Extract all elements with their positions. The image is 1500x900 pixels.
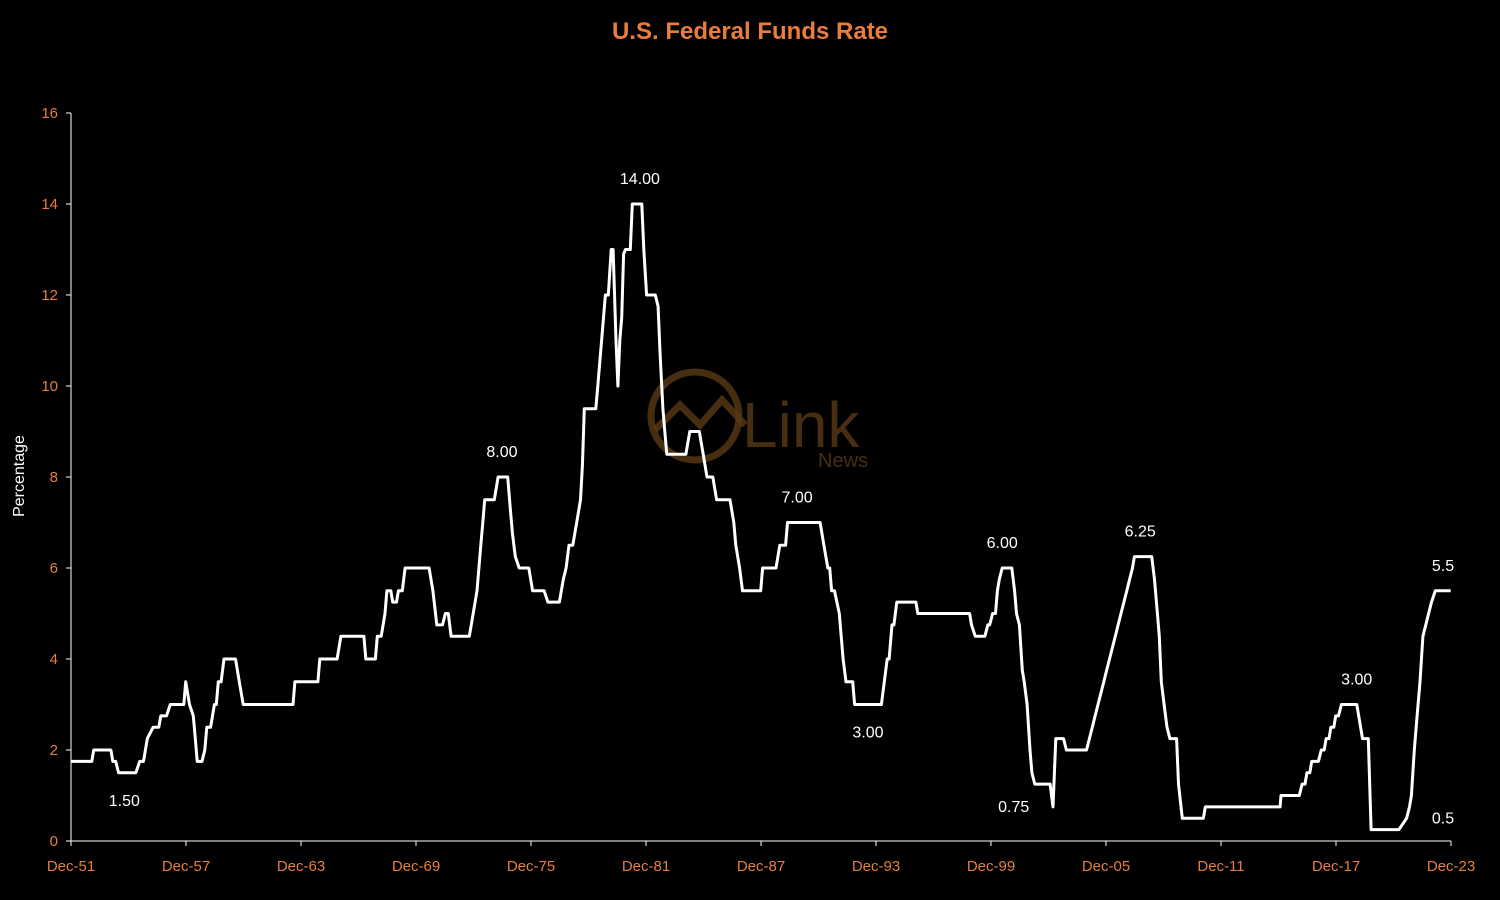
y-tick-label: 2 <box>50 742 58 759</box>
chart-title: U.S. Federal Funds Rate <box>611 18 889 45</box>
x-tick-label: Dec-63 <box>277 858 325 875</box>
y-tick-label: 4 <box>50 651 58 668</box>
data-label: 6.25 <box>1125 524 1156 541</box>
watermark-chart-icon <box>652 394 748 433</box>
data-label: 14.00 <box>620 171 660 188</box>
x-tick-label: Dec-69 <box>392 858 440 875</box>
x-tick-label: Dec-75 <box>507 858 555 875</box>
data-label: 3.00 <box>1341 672 1372 689</box>
x-tick-label: Dec-57 <box>162 858 210 875</box>
rate-series-line <box>71 202 1451 832</box>
tick-labels: 0 2 4 6 8 10 12 14 16 Dec-51 Dec-57 Dec-63 Dec-69 Dec… <box>41 105 1475 875</box>
data-label: 1.50 <box>109 793 140 810</box>
series-group <box>71 202 1451 832</box>
x-tick-label: Dec-17 <box>1312 858 1360 875</box>
y-tick-label: 6 <box>50 560 58 577</box>
data-label: 0.5 <box>1432 810 1454 827</box>
watermark-text: Link <box>742 389 860 461</box>
x-tick-label: Dec-51 <box>47 858 95 875</box>
y-tick-label: 12 <box>41 287 58 304</box>
y-tick-label: 8 <box>50 469 58 486</box>
y-axis-label: Percentage <box>11 435 28 517</box>
x-tick-label: Dec-05 <box>1082 858 1130 875</box>
x-tick-label: Dec-81 <box>622 858 670 875</box>
x-tick-label: Dec-23 <box>1427 858 1475 875</box>
y-tick-label: 0 <box>50 833 58 850</box>
watermark-subtext: News <box>818 450 868 472</box>
x-tick-label: Dec-93 <box>852 858 900 875</box>
data-label: 0.75 <box>998 799 1029 816</box>
y-tick-label: 16 <box>41 105 58 122</box>
x-tick-label: Dec-11 <box>1197 858 1244 875</box>
y-tick-label: 10 <box>41 378 58 395</box>
data-label: 8.00 <box>486 444 517 461</box>
x-tick-label: Dec-99 <box>967 858 1015 875</box>
data-label: 7.00 <box>782 490 813 507</box>
annotations: 1.50 8.00 14.00 7.00 3.00 6.00 0.75 6.25 3.00 5.5… <box>109 171 1454 827</box>
data-label: 3.00 <box>852 725 883 742</box>
x-tick-label: Dec-87 <box>737 858 785 875</box>
axes <box>66 112 1452 846</box>
data-label: 6.00 <box>987 535 1018 552</box>
y-tick-label: 14 <box>41 196 58 213</box>
data-label: 5.5 <box>1432 558 1454 575</box>
